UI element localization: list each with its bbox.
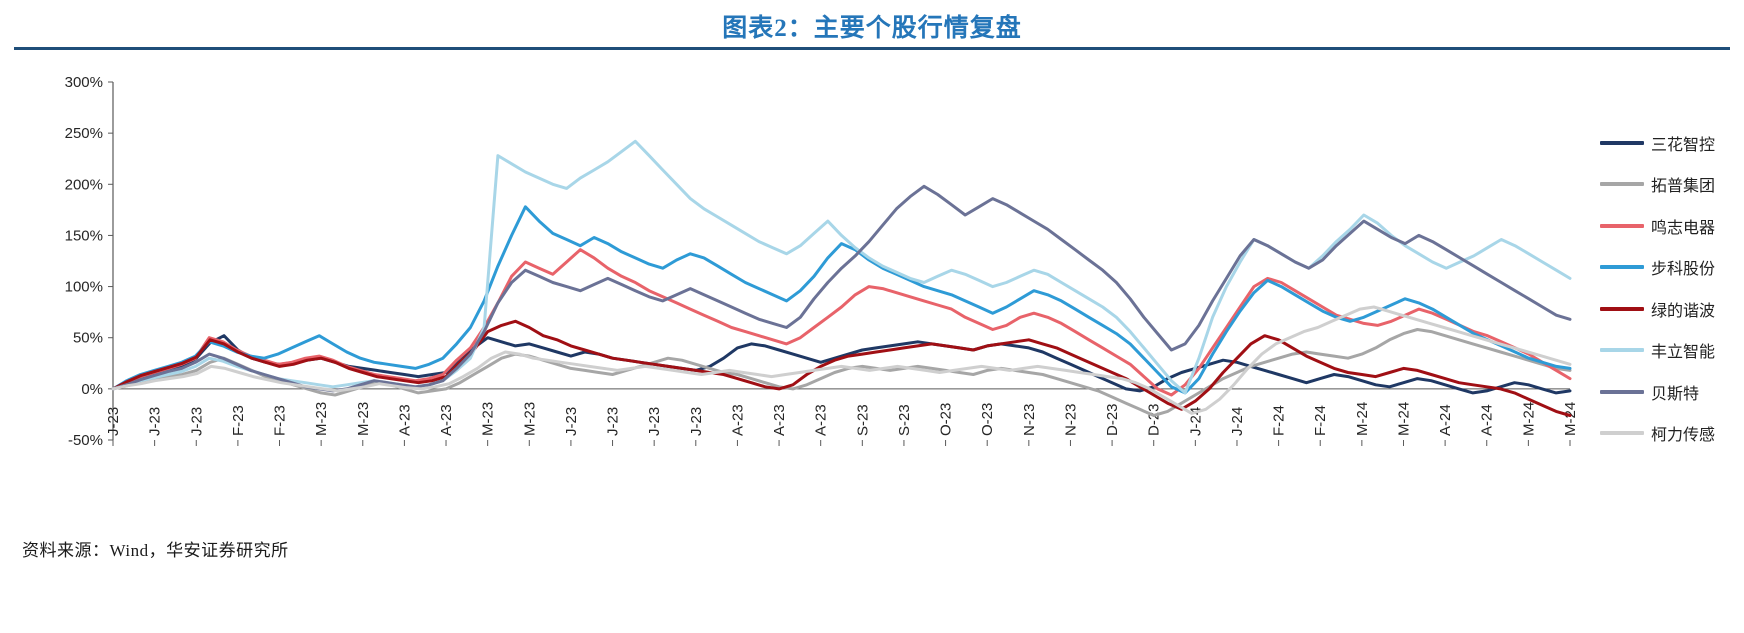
x-tick-label: F-23 <box>230 405 247 436</box>
x-tick-label: J-23 <box>105 407 122 436</box>
y-tick-label: 300% <box>65 74 103 91</box>
legend-color-swatch <box>1600 265 1644 270</box>
x-tick-label: J-23 <box>188 407 205 436</box>
legend-item[interactable]: 步科股份 <box>1600 247 1740 289</box>
x-tick-label: S-23 <box>896 404 913 436</box>
x-tick-label: A-23 <box>771 404 788 436</box>
series-line <box>111 139 1572 395</box>
chart-area: 300% 250% 200% 150% 100% 50% 0% -50% J-23 J-23 J-… <box>0 56 1744 526</box>
legend-label: 绿的谐波 <box>1651 302 1716 320</box>
x-axis: J-23 J-23 J-23 F-23 F-23 M-23 M-23 A-23 A-23 M-23… <box>105 402 1579 446</box>
x-tick-label: N-23 <box>1021 403 1038 436</box>
legend-color-swatch <box>1600 182 1644 187</box>
x-tick-label: M-24 <box>1395 402 1412 436</box>
chart-legend: 三花智控拓普集团鸣志电器步科股份绿的谐波丰立智能贝斯特柯力传感 <box>1600 122 1740 454</box>
x-tick-label: M-23 <box>355 402 372 436</box>
legend-color-swatch <box>1600 389 1644 394</box>
legend-color-swatch <box>1600 431 1644 436</box>
x-tick-label: A-23 <box>396 404 413 436</box>
x-tick-label: F-24 <box>1312 405 1329 436</box>
legend-label: 贝斯特 <box>1651 385 1700 403</box>
x-tick-label: A-24 <box>1479 404 1496 436</box>
title-divider <box>14 47 1730 50</box>
legend-item[interactable]: 鸣志电器 <box>1600 205 1740 247</box>
x-tick-label: J-23 <box>605 407 622 436</box>
legend-label: 拓普集团 <box>1651 178 1716 196</box>
x-tick-label: J-23 <box>646 407 663 436</box>
legend-item[interactable]: 三花智控 <box>1600 122 1740 164</box>
series-line <box>111 305 1572 415</box>
x-tick-label: J-23 <box>563 407 580 436</box>
x-tick-label: M-24 <box>1354 402 1371 436</box>
x-tick-label: A-23 <box>438 404 455 436</box>
x-tick-label: S-23 <box>854 404 871 436</box>
y-tick-label: -50% <box>68 432 103 449</box>
series-line <box>111 205 1572 395</box>
legend-item[interactable]: 绿的谐波 <box>1600 288 1740 330</box>
x-tick-label: A-24 <box>1437 404 1454 436</box>
legend-color-swatch <box>1600 306 1644 311</box>
y-tick-label: 50% <box>73 330 103 347</box>
y-tick-label: 150% <box>65 227 103 244</box>
page-title: 图表2：主要个股行情复盘 <box>722 15 1022 42</box>
y-axis: 300% 250% 200% 150% 100% 50% 0% -50% <box>65 74 1570 449</box>
x-tick-label: N-23 <box>1062 403 1079 436</box>
series-line <box>111 319 1572 417</box>
legend-item[interactable]: 贝斯特 <box>1600 371 1740 413</box>
x-tick-label: M-23 <box>480 402 497 436</box>
legend-color-swatch <box>1600 348 1644 353</box>
legend-color-swatch <box>1600 140 1644 145</box>
y-tick-label: 200% <box>65 176 103 193</box>
legend-label: 柯力传感 <box>1651 427 1716 445</box>
x-tick-label: F-23 <box>272 405 289 436</box>
y-tick-label: 250% <box>65 125 103 142</box>
x-tick-label: O-23 <box>938 403 955 436</box>
x-tick-label: J-23 <box>688 407 705 436</box>
x-tick-label: O-23 <box>979 403 996 436</box>
source-note: 资料来源：Wind，华安证券研究所 <box>22 541 289 560</box>
legend-item[interactable]: 拓普集团 <box>1600 164 1740 206</box>
x-tick-label: J-24 <box>1229 407 1246 436</box>
y-tick-label: 0% <box>81 381 103 398</box>
x-tick-label: A-23 <box>729 404 746 436</box>
legend-color-swatch <box>1600 223 1644 228</box>
x-tick-label: F-24 <box>1271 405 1288 436</box>
legend-item[interactable]: 丰立智能 <box>1600 330 1740 372</box>
legend-label: 鸣志电器 <box>1651 219 1716 237</box>
x-tick-label: M-23 <box>521 402 538 436</box>
x-tick-label: M-24 <box>1520 402 1537 436</box>
legend-label: 丰立智能 <box>1651 344 1716 362</box>
legend-item[interactable]: 柯力传感 <box>1600 413 1740 455</box>
series-line <box>111 334 1572 395</box>
data-series-group <box>111 139 1572 417</box>
legend-label: 步科股份 <box>1651 261 1716 279</box>
legend-label: 三花智控 <box>1651 136 1716 154</box>
x-tick-label: A-23 <box>813 404 830 436</box>
x-tick-label: M-23 <box>313 402 330 436</box>
x-tick-label: J-23 <box>147 407 164 436</box>
series-line <box>111 184 1572 393</box>
line-chart-svg: 300%250%200%150%100%50%0%-50% J-23 J-23 J-… <box>65 74 1579 449</box>
x-tick-label: D-23 <box>1104 403 1121 436</box>
x-tick-label: D-23 <box>1146 403 1163 436</box>
x-tick-label: M-24 <box>1562 402 1579 436</box>
y-tick-label: 100% <box>65 279 103 296</box>
